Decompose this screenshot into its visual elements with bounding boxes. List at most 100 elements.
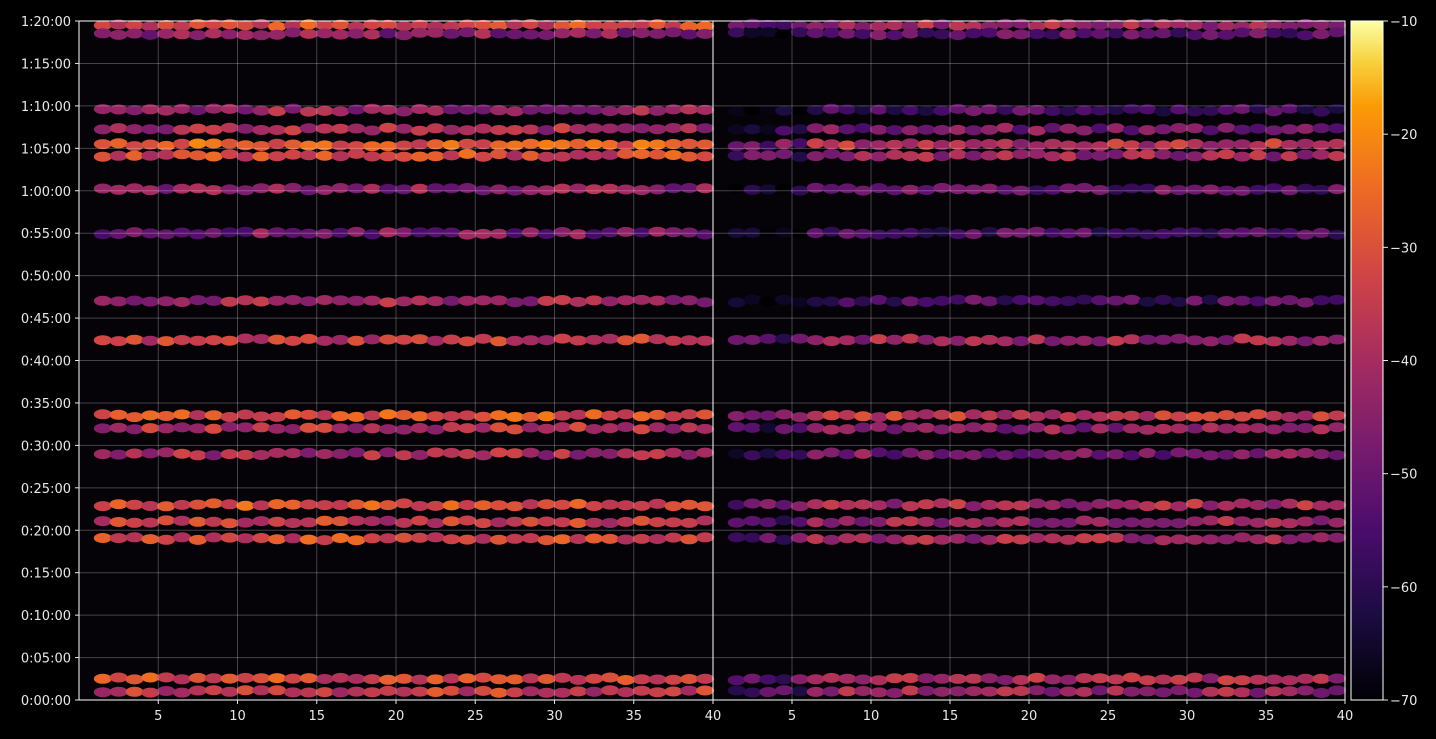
heatmap-cell — [869, 533, 888, 544]
heatmap-cell — [632, 411, 651, 422]
heatmap-cell — [505, 185, 524, 196]
heatmap-cell — [680, 449, 699, 460]
heatmap-cell — [173, 227, 191, 238]
heatmap-cell — [537, 687, 556, 698]
heatmap-cell — [1312, 424, 1331, 435]
heatmap-cell — [220, 122, 239, 133]
heatmap-cell — [1027, 29, 1046, 39]
heatmap-cell — [933, 295, 952, 306]
heatmap-cell — [948, 335, 967, 346]
heatmap-cell — [1043, 336, 1062, 347]
heatmap-cell — [1091, 105, 1110, 116]
heatmap-cell — [585, 28, 604, 39]
heatmap-cell — [1170, 296, 1189, 307]
heatmap-cell — [347, 183, 366, 194]
heatmap-cell — [505, 19, 524, 30]
heatmap-cell — [996, 517, 1015, 528]
y-tick-label: 1:00:00 — [21, 185, 71, 200]
heatmap-cell — [1122, 423, 1141, 434]
heatmap-cell — [1312, 335, 1331, 346]
heatmap-cell — [1328, 685, 1347, 696]
heatmap-cell — [775, 333, 794, 344]
heatmap-cell — [1043, 184, 1062, 195]
heatmap-cell — [109, 686, 128, 697]
heatmap-cell — [141, 21, 160, 32]
heatmap-cell — [141, 139, 160, 150]
heatmap-cell — [442, 104, 461, 115]
heatmap-cell — [521, 150, 540, 161]
heatmap-cell — [1280, 686, 1299, 697]
heatmap-cell — [1106, 295, 1125, 306]
heatmap-cell — [1027, 141, 1046, 152]
heatmap-cell — [1091, 123, 1110, 134]
heatmap-cell — [1249, 500, 1268, 510]
heatmap-cell — [173, 687, 191, 698]
heatmap-cell — [109, 123, 128, 134]
heatmap-cell — [1122, 294, 1141, 305]
heatmap-cell — [299, 19, 318, 30]
y-tick-label: 0:35:00 — [21, 397, 71, 412]
heatmap-cell — [806, 674, 825, 685]
heatmap-cell — [964, 673, 983, 684]
heatmap-cell — [236, 409, 255, 420]
heatmap-cell — [664, 295, 683, 305]
heatmap-cell — [299, 499, 318, 510]
heatmap-cell — [505, 106, 524, 117]
heatmap-cell — [933, 151, 952, 162]
heatmap-cell — [1328, 517, 1347, 528]
heatmap-cell — [775, 183, 794, 194]
heatmap-cell — [869, 30, 888, 41]
heatmap-cell — [996, 150, 1015, 161]
heatmap-cell — [1122, 227, 1141, 238]
heatmap-cell — [474, 104, 493, 115]
heatmap-cell — [996, 18, 1015, 29]
heatmap-cell — [1154, 228, 1173, 239]
heatmap-cell — [1233, 295, 1252, 306]
y-tick-label: 0:25:00 — [21, 482, 71, 497]
heatmap-cell — [885, 228, 904, 239]
heatmap-cell — [1122, 686, 1141, 697]
heatmap-cell — [964, 409, 983, 420]
heatmap-cell — [806, 410, 825, 421]
heatmap-cell — [1201, 105, 1220, 116]
heatmap-cell — [885, 296, 904, 307]
heatmap-cell — [648, 334, 667, 345]
heatmap-cell — [1185, 423, 1204, 434]
heatmap-cell — [157, 20, 176, 30]
heatmap-cell — [331, 19, 350, 30]
heatmap-cell — [347, 499, 366, 510]
heatmap-cell — [680, 104, 699, 115]
heatmap-cell — [268, 447, 287, 458]
heatmap-cell — [980, 139, 999, 149]
heatmap-cell — [125, 334, 144, 345]
heatmap-cell — [1201, 150, 1220, 161]
heatmap-cell — [458, 19, 477, 30]
heatmap-cell — [173, 674, 191, 685]
heatmap-cell — [173, 124, 191, 135]
heatmap-cell — [347, 226, 366, 237]
heatmap-cell — [1312, 29, 1331, 40]
heatmap-cell — [1170, 674, 1189, 685]
heatmap-cell — [680, 29, 699, 40]
heatmap-cell — [553, 517, 572, 528]
heatmap-cell — [759, 422, 778, 433]
heatmap-cell — [1185, 30, 1204, 40]
heatmap-cell — [806, 296, 825, 307]
heatmap-cell — [806, 335, 825, 346]
heatmap-cell — [1059, 296, 1078, 306]
heatmap-cell — [426, 139, 445, 150]
heatmap-cell — [1280, 675, 1299, 686]
heatmap-cell — [363, 229, 382, 240]
heatmap-cell — [964, 336, 983, 347]
heatmap-cell — [1043, 29, 1062, 40]
heatmap-cell — [901, 333, 920, 344]
heatmap-cell — [616, 448, 635, 459]
heatmap-cell — [1138, 140, 1157, 151]
heatmap-cell — [537, 30, 556, 40]
heatmap-cell — [838, 449, 857, 460]
heatmap-cell — [394, 517, 413, 528]
heatmap-cell — [1138, 411, 1157, 421]
heatmap-cell — [869, 104, 888, 115]
heatmap-cell — [442, 295, 461, 306]
heatmap-cell — [204, 138, 223, 149]
